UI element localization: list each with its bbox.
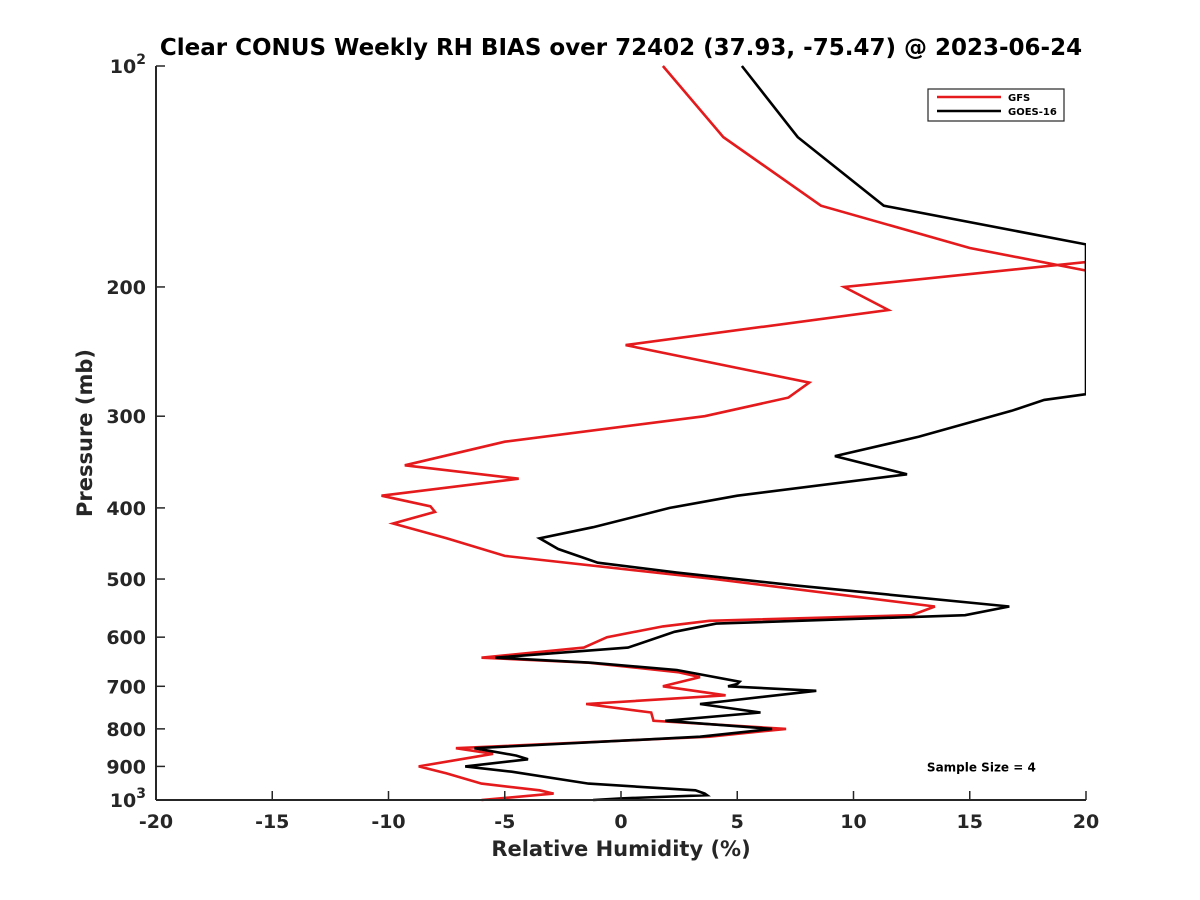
series-layer — [381, 65, 1086, 802]
x-tick-label: 5 — [731, 811, 744, 833]
chart-title: Clear CONUS Weekly RH BIAS over 72402 (3… — [160, 35, 1082, 61]
legend-box — [927, 88, 1065, 122]
y-ticks: 102 200 300 400 500 600 700 800 900 103 — [106, 52, 165, 812]
x-axis-label: Relative Humidity (%) — [491, 837, 750, 861]
y-axis-label: Pressure (mb) — [73, 349, 97, 517]
x-tick-label: 15 — [957, 811, 983, 833]
y-tick-label: 700 — [106, 676, 146, 698]
y-tick-label: 300 — [106, 406, 146, 428]
series-line-goes-16 — [465, 65, 1086, 802]
x-tick-label: -5 — [494, 811, 515, 833]
legend-label-goes-16: GOES-16 — [1008, 107, 1057, 118]
legend: GFS GOES-16 — [927, 88, 1065, 122]
plot-area — [156, 65, 1086, 802]
y-tick-label: 600 — [106, 627, 146, 649]
x-ticks: -20 -15 -10 -5 0 5 10 15 20 — [139, 791, 1099, 833]
x-tick-label: -20 — [139, 811, 173, 833]
x-tick-label: 20 — [1073, 811, 1099, 833]
y-tick-label: 400 — [106, 498, 146, 520]
y-tick-label: 900 — [106, 756, 146, 778]
legend-label-gfs: GFS — [1008, 93, 1030, 104]
x-tick-label: -15 — [255, 811, 289, 833]
y-tick-label: 103 — [110, 786, 146, 812]
x-tick-label: 10 — [840, 811, 866, 833]
x-tick-label: -10 — [371, 811, 405, 833]
y-tick-label: 800 — [106, 719, 146, 741]
y-tick-label: 500 — [106, 569, 146, 591]
x-tick-label: 0 — [614, 811, 627, 833]
plot-background — [156, 66, 1086, 800]
axes-layer: -20 -15 -10 -5 0 5 10 15 20 102 200 300 400 500 600 70… — [106, 52, 1099, 833]
y-tick-label: 102 — [110, 52, 146, 78]
sample-size-annotation: Sample Size = 4 — [927, 760, 1036, 774]
y-tick-label: 200 — [106, 277, 146, 299]
